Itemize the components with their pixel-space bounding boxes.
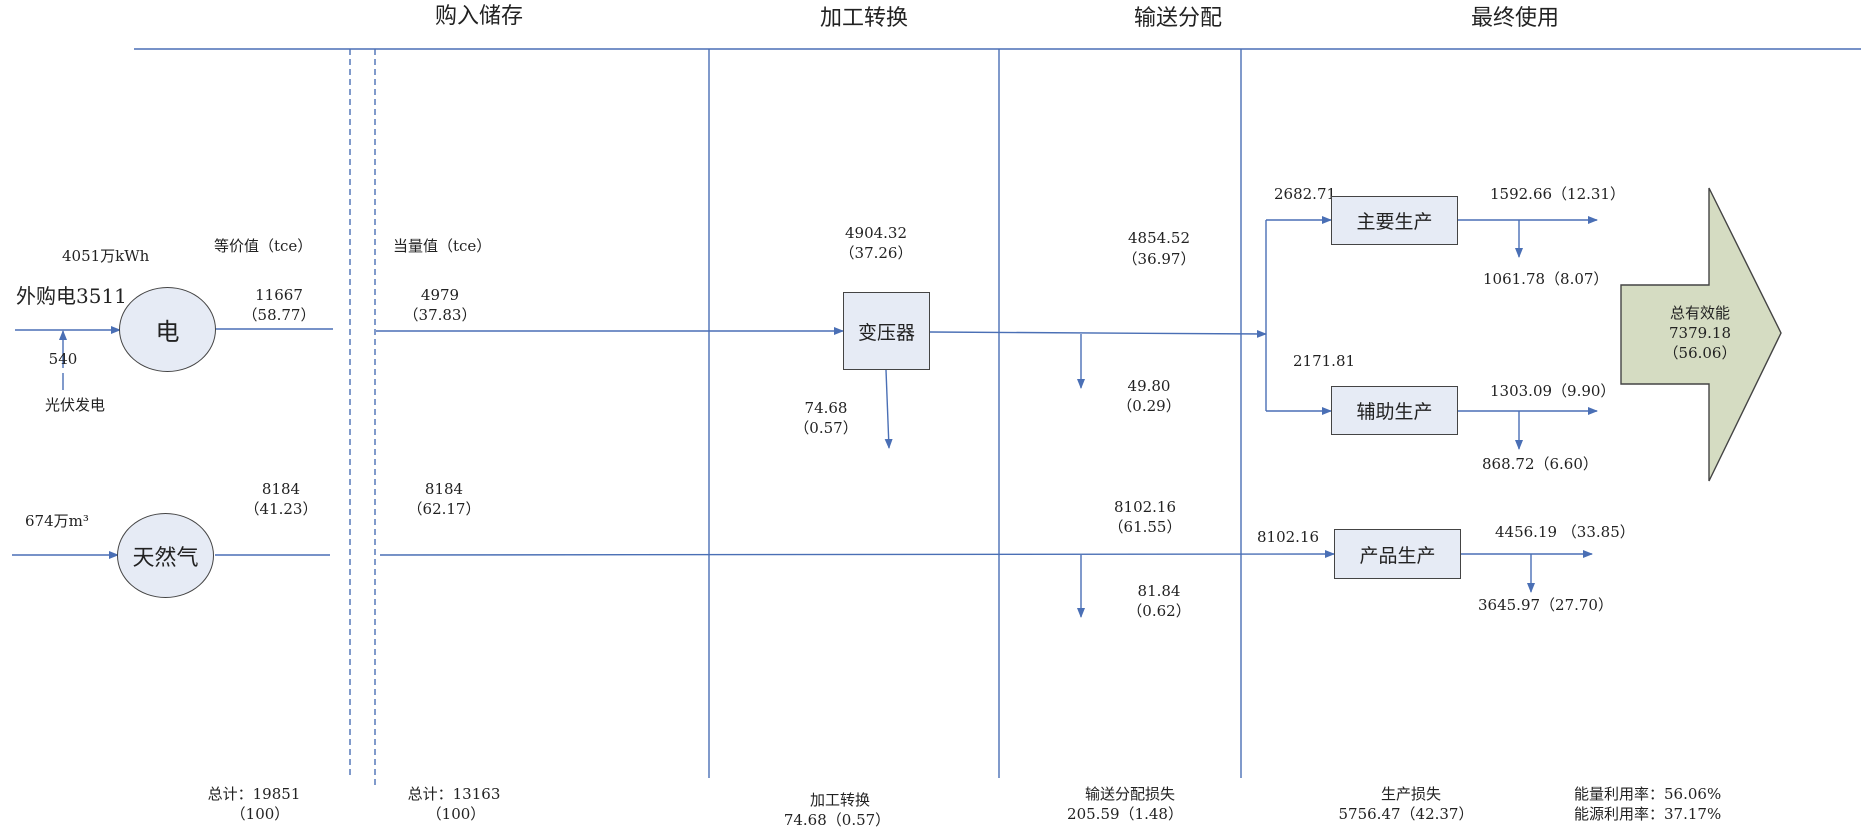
gas-dist-loss-pct: （0.62） bbox=[1127, 602, 1191, 620]
conversion-value: 74.68（0.57） bbox=[783, 811, 891, 829]
gas-dist-pct: （61.55） bbox=[1108, 518, 1182, 536]
aux-input-value: 2171.81 bbox=[1293, 352, 1356, 370]
elec-source-label: 外购电3511 bbox=[16, 284, 127, 308]
production-loss-label: 生产损失 bbox=[1380, 785, 1442, 803]
transformer-out-value: 4904.32 bbox=[844, 224, 908, 242]
transformer-loss-arrow bbox=[884, 369, 893, 449]
elec-equiv-value: 11667 bbox=[255, 286, 303, 304]
equiv-value-heading: 等价值（tce） bbox=[214, 237, 313, 255]
gas-actual-pct: （62.17） bbox=[407, 500, 481, 518]
elec-node: 电 bbox=[119, 287, 216, 372]
gas-node: 天然气 bbox=[117, 513, 214, 598]
aux-production-box: 辅助生产 bbox=[1331, 386, 1458, 435]
gas-equiv-value: 8184 bbox=[261, 480, 301, 498]
header-conversion: 加工转换 bbox=[819, 6, 909, 31]
elec-equiv-pct: （58.77） bbox=[242, 306, 316, 324]
pv-value: 540 bbox=[48, 350, 78, 368]
transformer-to-enduse-arrow bbox=[929, 329, 1267, 338]
header-end-use: 最终使用 bbox=[1470, 6, 1560, 31]
total-actual-pct: （100） bbox=[426, 805, 486, 823]
gas-to-product-arrow bbox=[379, 550, 1335, 559]
header-distribution: 输送分配 bbox=[1133, 6, 1223, 31]
aux-output-value: 1303.09（9.90） bbox=[1490, 382, 1616, 400]
energy-utilization-rate: 能量利用率：56.06% bbox=[1574, 785, 1722, 803]
aux-production-label: 辅助生产 bbox=[1356, 401, 1433, 423]
gas-node-label: 天然气 bbox=[132, 545, 199, 571]
gas-equiv-pct: （41.23） bbox=[244, 500, 318, 518]
elec-dist-loss-pct: （0.29） bbox=[1117, 397, 1181, 415]
main-production-box: 主要生产 bbox=[1331, 196, 1458, 245]
transformer-loss-value: 74.68 bbox=[804, 399, 848, 417]
total-useful-energy-arrow bbox=[1620, 187, 1782, 482]
elec-dist-pct: （36.97） bbox=[1122, 250, 1196, 268]
elec-dist-loss-value: 49.80 bbox=[1127, 377, 1171, 395]
transformer-loss-pct: （0.57） bbox=[794, 419, 858, 437]
aux-loss-value: 868.72（6.60） bbox=[1482, 455, 1598, 473]
total-useful-value: 7379.18 bbox=[1668, 324, 1732, 342]
conversion-label: 加工转换 bbox=[809, 791, 871, 809]
gas-dist-loss-value: 81.84 bbox=[1137, 582, 1181, 600]
main-output-value: 1592.66（12.31） bbox=[1490, 185, 1625, 203]
pv-label: 光伏发电 bbox=[45, 396, 106, 414]
product-production-label: 产品生产 bbox=[1359, 544, 1436, 567]
transformer-label: 变压器 bbox=[857, 321, 915, 344]
production-loss-value: 5756.47（42.37） bbox=[1338, 805, 1474, 823]
header-purchase-storage: 购入储存 bbox=[434, 4, 524, 29]
distribution-loss-value: 205.59（1.48） bbox=[1067, 805, 1183, 823]
gas-actual-value: 8184 bbox=[424, 480, 464, 498]
total-equiv-pct: （100） bbox=[230, 805, 290, 823]
gas-dist-value: 8102.16 bbox=[1113, 498, 1177, 516]
product-input-value: 8102.16 bbox=[1257, 528, 1320, 546]
main-input-value: 2682.71 bbox=[1274, 185, 1337, 203]
gas-amount: 674万m³ bbox=[25, 512, 89, 530]
main-loss-value: 1061.78（8.07） bbox=[1483, 270, 1609, 288]
total-actual: 总计：13163 bbox=[407, 785, 501, 803]
product-production-box: 产品生产 bbox=[1334, 529, 1461, 579]
product-loss-value: 3645.97（27.70） bbox=[1478, 596, 1613, 614]
transformer-out-pct: （37.26） bbox=[839, 244, 913, 262]
product-output-value: 4456.19 （33.85） bbox=[1495, 523, 1635, 541]
main-production-label: 主要生产 bbox=[1356, 211, 1433, 233]
elec-dist-value: 4854.52 bbox=[1127, 229, 1191, 247]
total-equiv: 总计：19851 bbox=[207, 785, 301, 803]
elec-node-label: 电 bbox=[155, 318, 180, 346]
actual-value-heading: 当量值（tce） bbox=[393, 237, 492, 255]
elec-actual-value: 4979 bbox=[420, 286, 460, 304]
transformer-box: 变压器 bbox=[843, 292, 930, 370]
elec-actual-pct: （37.83） bbox=[403, 306, 477, 324]
source-utilization-rate: 能源利用率：37.17% bbox=[1574, 805, 1722, 823]
elec-amount: 4051万kWh bbox=[62, 247, 150, 265]
total-useful-pct: （56.06） bbox=[1663, 344, 1737, 362]
distribution-loss-label: 输送分配损失 bbox=[1084, 785, 1176, 803]
total-useful-label: 总有效能 bbox=[1669, 304, 1731, 322]
